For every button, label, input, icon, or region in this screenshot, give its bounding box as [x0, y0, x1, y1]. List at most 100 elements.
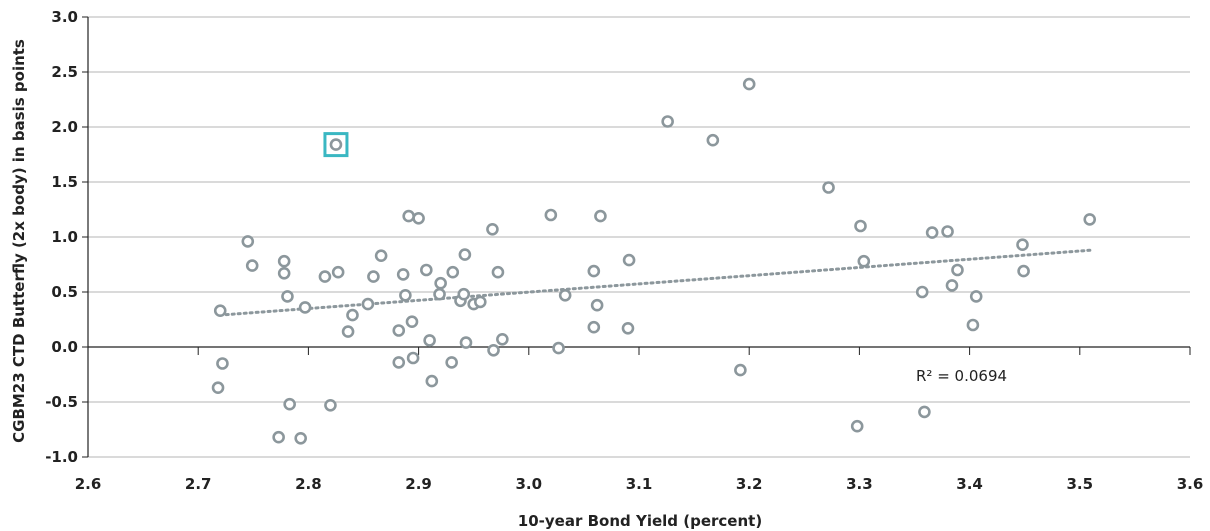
data-point — [329, 138, 343, 151]
x-tick-label: 3.0 — [516, 475, 543, 493]
x-tick-label: 3.2 — [736, 475, 763, 493]
data-point — [945, 279, 959, 292]
trendline — [218, 248, 1093, 317]
trendline-group — [218, 248, 1093, 317]
data-point — [742, 77, 756, 91]
x-tick-label: 3.1 — [626, 475, 653, 493]
data-point — [474, 295, 487, 309]
data-point — [420, 263, 433, 277]
y-tick-label: -1.0 — [45, 448, 78, 466]
data-point — [491, 265, 505, 279]
data-point — [969, 290, 983, 303]
data-point — [211, 381, 225, 395]
data-point — [925, 226, 939, 239]
data-point — [374, 249, 388, 262]
data-point — [457, 287, 471, 301]
y-tick-label: 0.0 — [51, 338, 78, 356]
data-point — [406, 351, 420, 365]
data-point — [854, 219, 867, 233]
data-point — [298, 301, 312, 314]
data-point — [822, 181, 835, 194]
data-point — [487, 343, 500, 357]
x-tick-label: 3.4 — [956, 475, 983, 493]
y-tick-label: 1.5 — [51, 173, 78, 191]
data-point — [1016, 238, 1029, 251]
data-point — [951, 263, 964, 277]
data-point — [594, 209, 607, 223]
data-point — [445, 356, 458, 369]
data-point — [622, 253, 636, 267]
data-point — [272, 430, 285, 444]
data-point — [392, 324, 406, 337]
data-point — [857, 254, 871, 268]
data-point — [423, 334, 436, 347]
data-point — [558, 288, 572, 302]
data-point — [361, 297, 375, 311]
x-tick-label: 3.6 — [1177, 475, 1204, 493]
y-tick-label: -0.5 — [45, 393, 78, 411]
data-point — [425, 374, 439, 388]
data-point — [341, 325, 355, 338]
data-point — [277, 266, 291, 280]
x-tick-label: 3.3 — [846, 475, 873, 493]
x-tick-label: 3.5 — [1067, 475, 1094, 493]
data-point — [245, 259, 259, 272]
data-point — [590, 298, 604, 312]
y-tick-label: 3.0 — [51, 8, 78, 26]
x-tick-label: 2.8 — [295, 475, 322, 493]
data-point — [552, 341, 565, 355]
data-point — [486, 223, 499, 236]
data-point — [1083, 213, 1097, 226]
data-point — [587, 264, 601, 278]
y-axis-title: CGBM23 CTD Butterfly (2x body) in basis … — [10, 39, 28, 443]
highlight-group — [323, 132, 349, 158]
data-point — [396, 268, 410, 281]
data-point — [734, 363, 747, 377]
axes — [82, 16, 1191, 458]
data-point — [331, 265, 345, 279]
data-point — [459, 336, 473, 349]
highlight-box — [323, 132, 349, 158]
data-point — [392, 356, 406, 369]
data-point — [966, 318, 980, 332]
data-point — [367, 270, 380, 283]
data-point — [277, 254, 291, 268]
data-point — [850, 419, 864, 433]
data-point — [446, 265, 460, 279]
data-point — [412, 212, 425, 225]
y-tick-label: 2.5 — [51, 63, 78, 81]
data-point — [544, 208, 558, 222]
tick-labels: 3.0 2.5 2.0 1.5 1.0 0.5 0.0 -0.5 -1.0 2.6 2.7 2.8 2.… — [45, 8, 1203, 493]
data-point — [318, 270, 332, 283]
data-point — [1017, 264, 1030, 278]
data-points — [211, 77, 1097, 445]
y-tick-label: 0.5 — [51, 283, 78, 301]
data-point — [241, 235, 255, 248]
data-point — [405, 315, 419, 329]
data-point — [399, 288, 412, 302]
x-tick-label: 2.9 — [405, 475, 432, 493]
data-point — [918, 405, 931, 419]
data-point — [941, 225, 954, 238]
data-point — [621, 321, 635, 335]
data-point — [496, 332, 509, 346]
y-tick-label: 1.0 — [51, 228, 78, 246]
data-point — [281, 290, 294, 303]
r-squared-label: R² = 0.0694 — [916, 367, 1007, 385]
data-point — [294, 431, 307, 445]
data-point — [402, 209, 415, 223]
data-point — [216, 357, 229, 370]
data-point — [213, 304, 227, 318]
data-point — [434, 276, 447, 290]
data-point — [706, 133, 720, 147]
gridlines — [88, 16, 1190, 458]
x-tick-label: 2.7 — [185, 475, 212, 493]
data-point — [346, 308, 359, 322]
x-tick-label: 2.6 — [75, 475, 102, 493]
data-point — [915, 285, 929, 299]
data-point — [458, 248, 472, 261]
data-point — [324, 398, 337, 412]
data-point — [661, 115, 674, 128]
data-point — [587, 320, 601, 334]
